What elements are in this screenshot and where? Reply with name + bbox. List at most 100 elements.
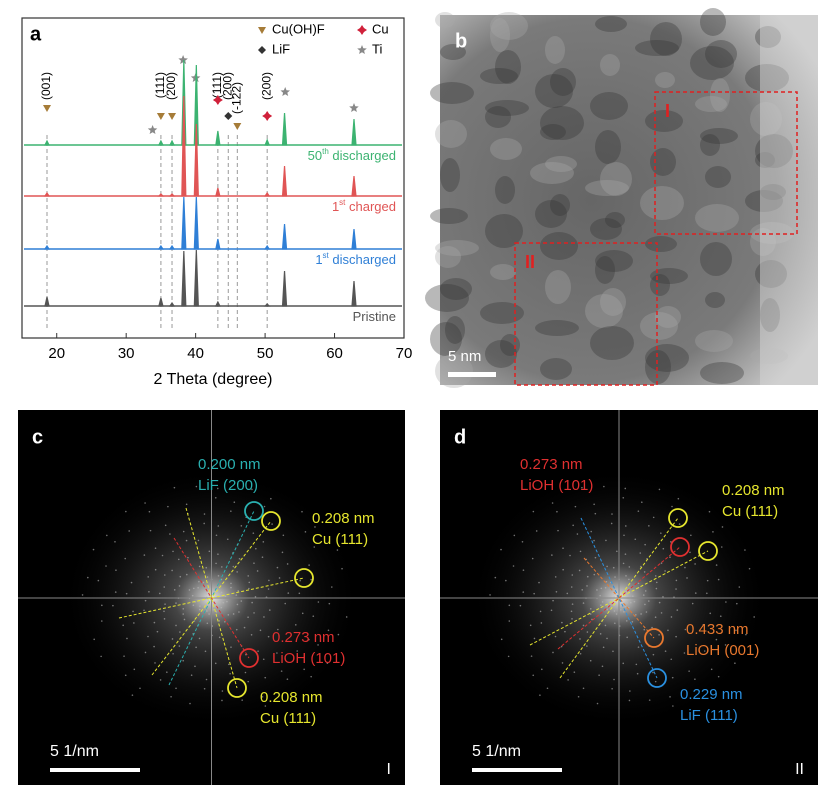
peak-marker <box>168 113 177 120</box>
tem-texture <box>650 22 682 56</box>
fft-noise <box>626 594 629 596</box>
fft-noise <box>222 601 225 604</box>
fft-noise <box>215 611 218 613</box>
annotation: LiF (200) <box>198 477 258 494</box>
fft-noise <box>206 610 208 612</box>
series-label-part: 1 <box>332 199 339 214</box>
fft-noise <box>308 564 310 566</box>
tem-texture <box>500 334 520 356</box>
peak-marker <box>262 111 273 121</box>
fft-noise <box>683 652 686 654</box>
fft-noise <box>143 554 146 556</box>
fft-noise <box>601 665 604 668</box>
fft-noise <box>647 600 650 602</box>
fft-noise <box>247 680 249 683</box>
fft-noise <box>206 622 209 625</box>
annotation: 0.433 nm <box>686 621 749 638</box>
fft-noise <box>720 546 723 548</box>
fft-noise <box>204 598 207 601</box>
peak <box>193 123 199 197</box>
tem-texture <box>595 250 633 272</box>
fft-noise <box>715 638 718 641</box>
tem-texture <box>650 274 670 296</box>
fft-noise <box>623 611 625 613</box>
fft-noise <box>294 624 297 626</box>
fft-noise <box>593 503 595 506</box>
fft-noise <box>163 574 166 576</box>
fft-noise <box>539 610 542 613</box>
series-label: 50th discharged <box>308 147 396 163</box>
fft-noise <box>645 611 648 613</box>
peak <box>43 191 51 197</box>
fft-noise <box>546 687 549 690</box>
fft-noise <box>256 570 259 572</box>
fft-noise <box>560 645 563 648</box>
fft-noise <box>616 550 618 553</box>
tem-texture <box>705 292 725 308</box>
tem-texture <box>530 162 574 184</box>
fft-noise <box>508 620 511 622</box>
fft-noise <box>594 512 597 515</box>
tem-texture <box>495 176 515 204</box>
fft-noise <box>710 668 713 671</box>
fft-noise <box>218 636 221 639</box>
fft-noise <box>578 569 581 572</box>
fft-noise <box>92 548 95 551</box>
fft-noise <box>198 637 201 640</box>
tem-texture <box>700 8 726 36</box>
fft-vector <box>583 557 655 639</box>
fft-noise <box>124 674 127 677</box>
fft-noise <box>214 496 217 499</box>
fft-noise <box>255 547 257 550</box>
fft-noise <box>203 522 205 525</box>
fft-noise <box>613 595 616 598</box>
fft-noise <box>220 578 223 581</box>
plot-frame <box>21 17 405 339</box>
fft-noise <box>603 485 605 488</box>
fft-noise <box>159 679 162 681</box>
peak-marker <box>357 45 367 54</box>
fft-noise <box>550 609 553 612</box>
fft-noise <box>205 566 208 569</box>
fft-noise <box>725 601 727 603</box>
fft-noise <box>276 652 278 654</box>
fft-noise <box>236 571 238 573</box>
fft-noise <box>215 562 217 565</box>
tem-texture <box>440 278 472 300</box>
fft-noise <box>623 534 625 537</box>
x-tick-label: 30 <box>118 345 135 362</box>
fft-noise <box>555 590 558 593</box>
region-box <box>654 91 798 235</box>
fft-noise <box>207 599 210 602</box>
panel-label: b <box>455 30 467 52</box>
fft-noise <box>203 687 206 690</box>
fft-noise <box>277 628 279 631</box>
peak <box>44 296 50 307</box>
fft-noise <box>122 624 124 627</box>
tem-texture <box>640 186 684 220</box>
fft-noise <box>253 562 255 564</box>
scale-bar <box>448 372 496 377</box>
panel-label: a <box>30 23 42 45</box>
fft-noise <box>596 702 599 705</box>
tem-texture <box>435 354 473 388</box>
fft-noise <box>183 618 186 621</box>
peak-marker <box>258 46 266 54</box>
tem-texture <box>600 54 620 76</box>
fft-spot-circle <box>294 568 314 588</box>
fft-noise <box>489 594 491 596</box>
tem-texture <box>490 138 522 160</box>
tem-texture <box>490 264 516 280</box>
tem-texture <box>605 212 625 228</box>
fft-noise <box>600 587 603 590</box>
fft-noise <box>652 516 655 519</box>
tem-texture <box>535 74 573 108</box>
peak <box>169 139 175 146</box>
series-label-part: st <box>323 251 330 260</box>
fft-noise <box>567 679 569 681</box>
fft-noise <box>662 547 665 550</box>
fft-spot-circle <box>261 511 281 531</box>
fft-noise <box>706 592 708 595</box>
fft-noise <box>619 590 622 593</box>
fft-noise <box>521 540 524 543</box>
